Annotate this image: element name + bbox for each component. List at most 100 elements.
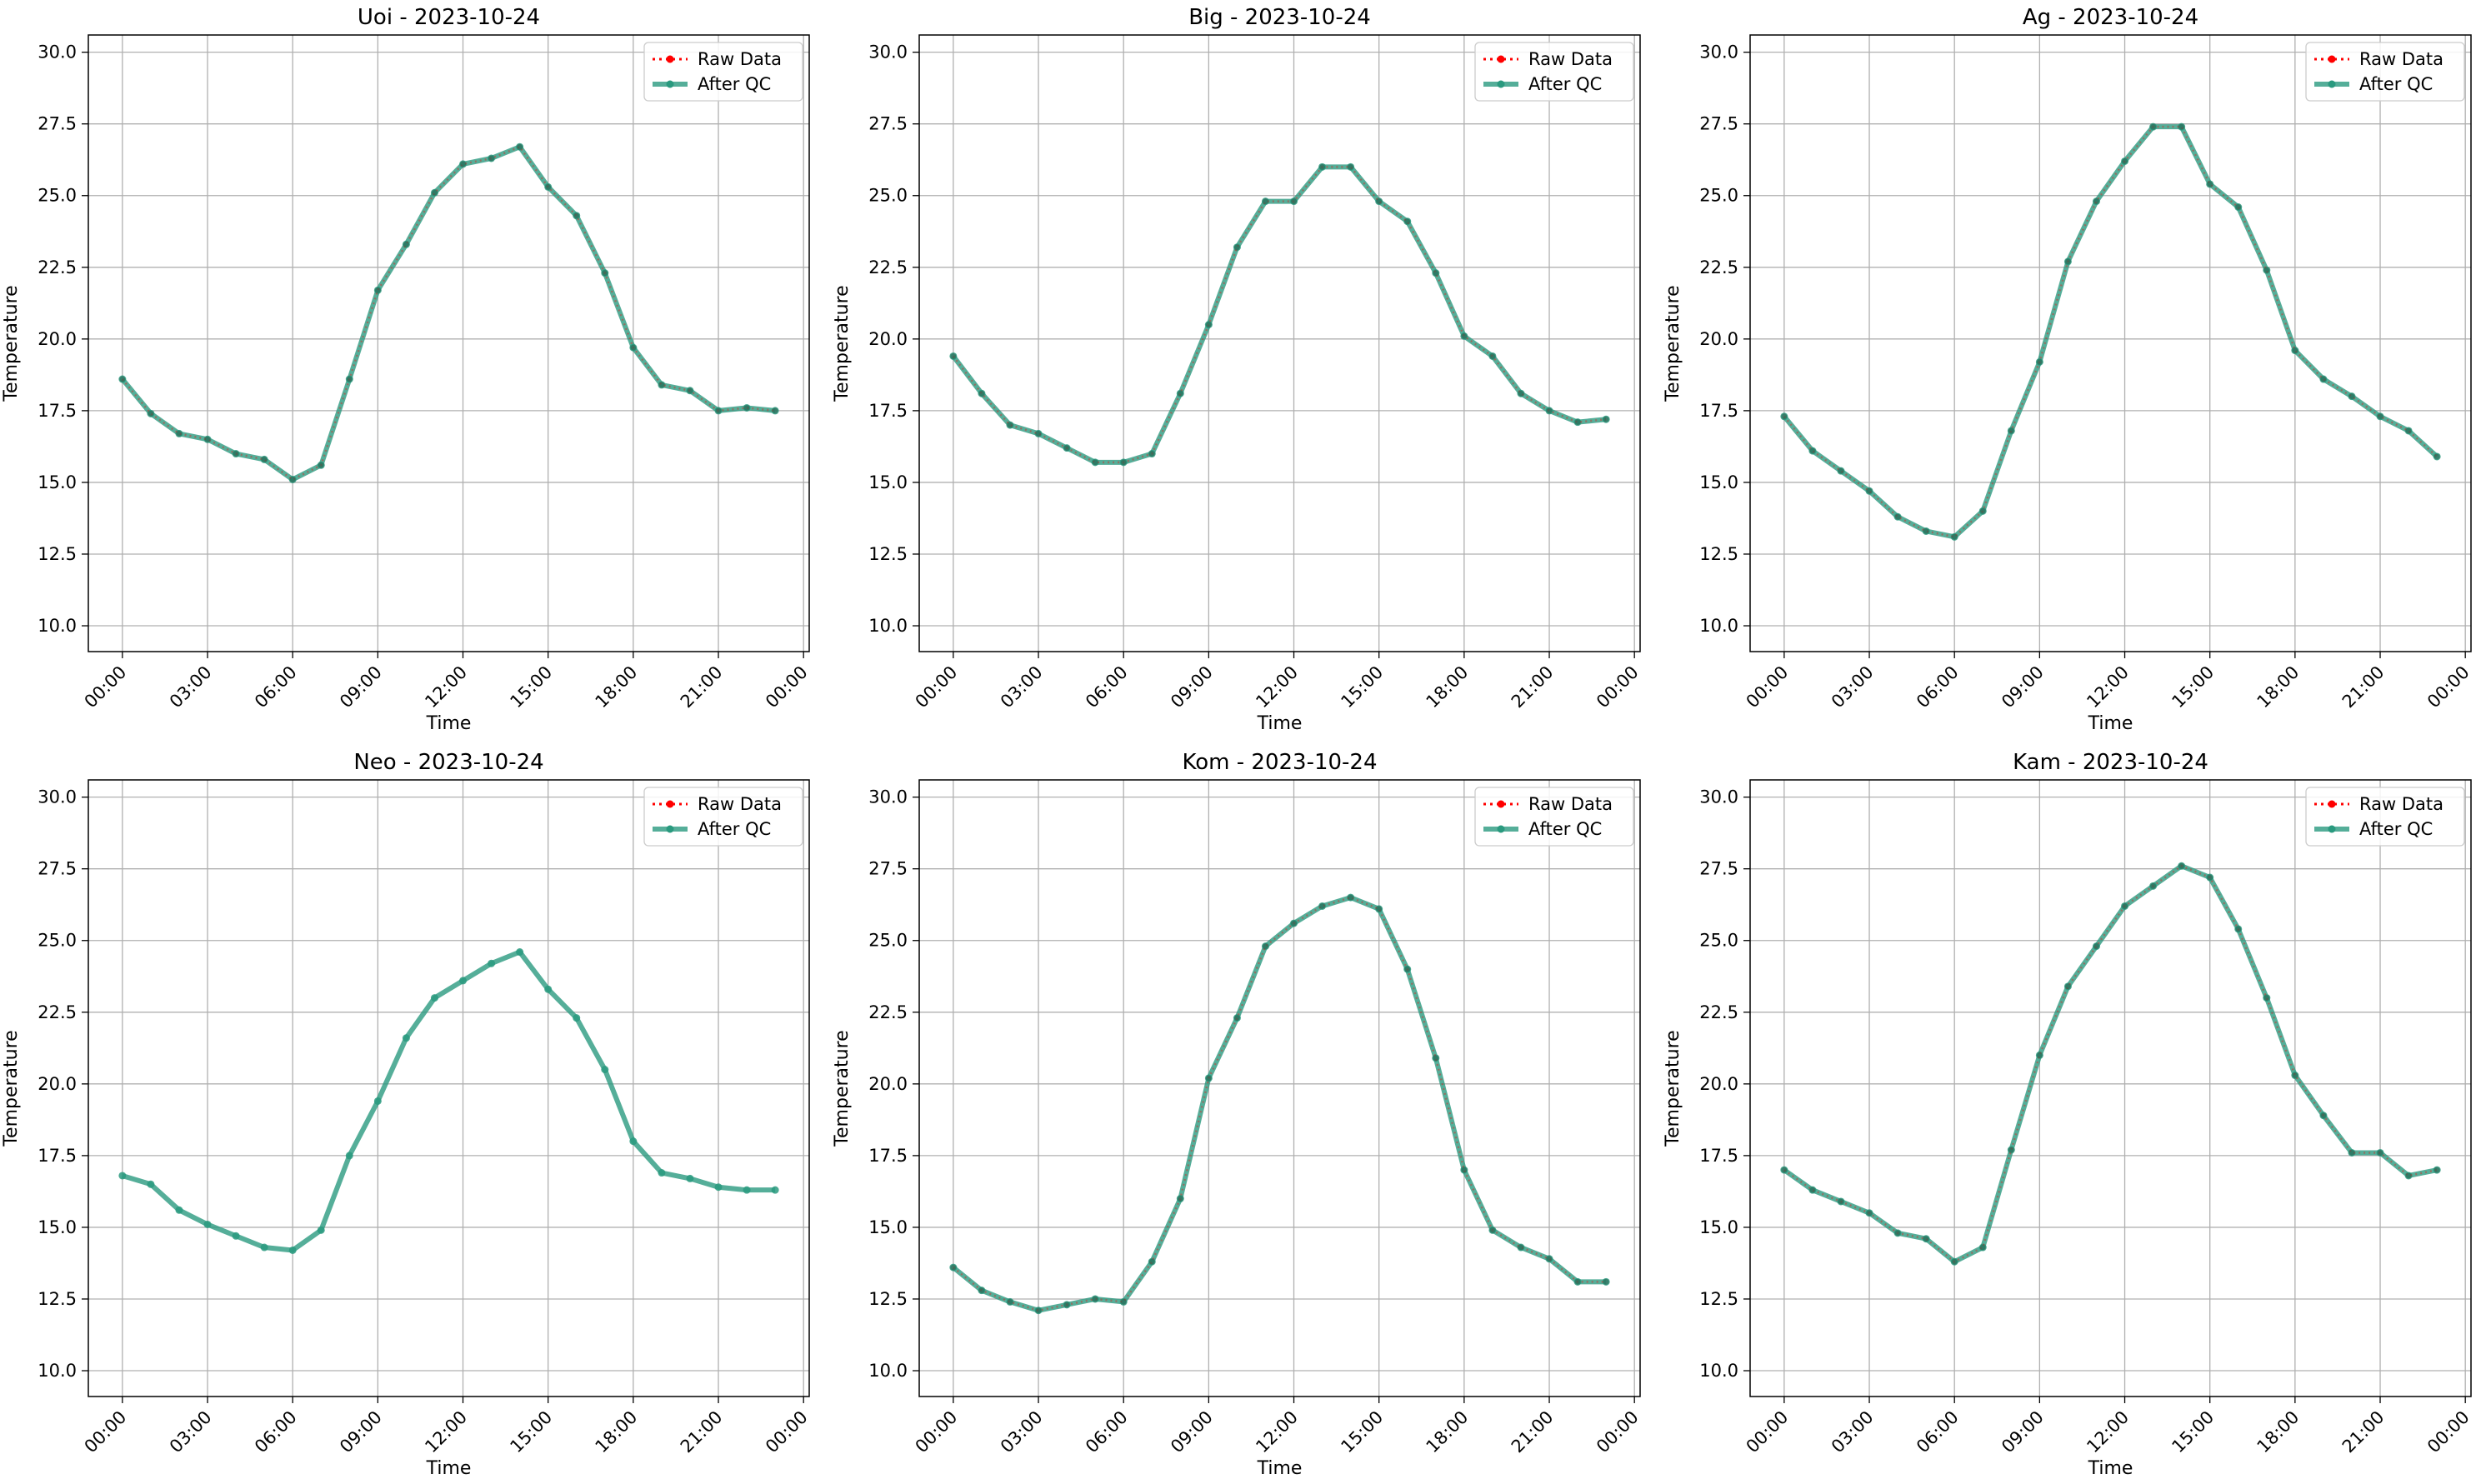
raw-data-marker — [1063, 1302, 1070, 1308]
x-tick-label: 12:00 — [1252, 662, 1302, 712]
after-qc-marker — [488, 959, 496, 967]
x-tick-label: 15:00 — [2168, 662, 2218, 712]
after-qc-marker — [573, 1014, 581, 1022]
y-axis-label: Temperature — [1663, 1030, 1683, 1147]
raw-data-marker — [1809, 447, 1816, 454]
raw-data-marker — [1894, 1230, 1901, 1237]
raw-data-line — [953, 896, 1607, 1312]
y-tick-label: 10.0 — [38, 616, 77, 636]
raw-data-marker — [1433, 1055, 1439, 1062]
x-tick-label: 03:00 — [997, 1407, 1047, 1457]
y-tick-label: 25.0 — [868, 186, 908, 206]
after-qc-marker — [203, 1220, 212, 1228]
after-qc-marker — [771, 1186, 779, 1194]
raw-data-marker — [1603, 1278, 1609, 1285]
x-tick-label: 06:00 — [251, 1407, 301, 1457]
legend-qc-label: After QC — [2359, 819, 2433, 839]
y-tick-label: 15.0 — [38, 472, 77, 492]
raw-data-marker — [658, 382, 665, 388]
y-axis-label: Temperature — [1, 1030, 22, 1147]
after-qc-line — [120, 144, 776, 482]
y-tick-label: 22.5 — [1699, 257, 1738, 277]
raw-data-marker — [1291, 920, 1298, 927]
raw-data-marker — [1433, 270, 1439, 277]
raw-data-marker — [1979, 1244, 1986, 1251]
raw-data-marker — [1866, 487, 1873, 494]
y-tick-label: 15.0 — [1699, 472, 1738, 492]
y-tick-label: 27.5 — [38, 859, 77, 879]
x-tick-label: 09:00 — [336, 662, 386, 712]
raw-data-marker — [1979, 507, 1986, 514]
raw-data-marker — [2178, 862, 2185, 869]
y-tick-label: 10.0 — [1699, 616, 1738, 636]
x-tick-label: 18:00 — [592, 662, 642, 712]
y-tick-label: 17.5 — [868, 401, 908, 421]
x-tick-label: 09:00 — [1167, 1407, 1217, 1457]
x-tick-label: 15:00 — [506, 1407, 556, 1457]
after-qc-marker — [402, 1034, 410, 1042]
raw-data-marker — [1348, 894, 1354, 901]
axes-frame — [1749, 34, 2472, 652]
raw-data-marker — [2235, 204, 2242, 211]
x-tick-label: 12:00 — [2083, 662, 2133, 712]
raw-data-marker — [602, 270, 608, 277]
raw-data-marker — [1376, 198, 1383, 205]
x-tick-label: 03:00 — [166, 662, 216, 712]
y-tick-label: 10.0 — [38, 1361, 77, 1381]
y-tick-label: 10.0 — [868, 1361, 908, 1381]
x-tick-label: 00:00 — [1743, 1407, 1793, 1457]
x-tick-label: 21:00 — [1508, 662, 1558, 712]
x-axis-label: Time — [426, 1458, 472, 1479]
raw-data-marker — [1092, 459, 1098, 466]
legend-raw-label: Raw Data — [1528, 49, 1613, 69]
legend-raw-marker — [666, 800, 674, 808]
raw-data-marker — [1262, 943, 1268, 950]
y-tick-label: 15.0 — [38, 1217, 77, 1237]
raw-data-marker — [1063, 445, 1070, 452]
raw-data-marker — [1461, 1167, 1468, 1173]
x-tick-label: 03:00 — [166, 1407, 216, 1457]
x-tick-label: 03:00 — [1828, 1407, 1878, 1457]
raw-data-marker — [1546, 1256, 1553, 1262]
after-qc-line — [1783, 863, 2438, 1265]
after-qc-marker — [373, 1097, 382, 1105]
y-tick-label: 17.5 — [1699, 401, 1738, 421]
axes-frame — [88, 34, 810, 652]
x-tick-label: 00:00 — [912, 1407, 962, 1457]
legend-qc-label: After QC — [1528, 74, 1602, 94]
raw-data-marker — [2093, 943, 2099, 950]
raw-data-marker — [2150, 882, 2157, 889]
raw-data-marker — [1923, 527, 1929, 534]
chart-title: Uoi - 2023-10-24 — [358, 5, 540, 30]
chart-title: Neo - 2023-10-24 — [353, 750, 543, 775]
raw-data-marker — [1546, 407, 1553, 414]
x-tick-label: 06:00 — [1913, 1407, 1963, 1457]
raw-data-marker — [1007, 1298, 1013, 1305]
raw-data-marker — [119, 376, 126, 382]
raw-data-marker — [2036, 1052, 2043, 1058]
y-tick-label: 30.0 — [1699, 42, 1738, 62]
x-tick-label: 00:00 — [2423, 1407, 2473, 1457]
chart-title: Big - 2023-10-24 — [1188, 5, 1371, 30]
x-tick-label: 00:00 — [762, 1407, 812, 1457]
x-tick-label: 18:00 — [1423, 662, 1473, 712]
after-qc-marker — [288, 1246, 297, 1254]
y-tick-label: 25.0 — [1699, 186, 1738, 206]
after-qc-marker — [658, 1169, 666, 1177]
raw-data-marker — [1894, 513, 1901, 520]
raw-data-marker — [1781, 1167, 1788, 1173]
after-qc-marker — [686, 1174, 694, 1182]
raw-data-marker — [2377, 413, 2383, 420]
y-tick-label: 12.5 — [868, 1289, 908, 1309]
raw-data-marker — [2433, 1167, 2440, 1173]
raw-data-marker — [1489, 1227, 1496, 1233]
raw-data-marker — [1489, 352, 1496, 359]
raw-data-marker — [2178, 123, 2185, 130]
legend-raw-marker — [1497, 55, 1505, 63]
y-tick-label: 17.5 — [38, 1146, 77, 1166]
raw-data-marker — [1574, 419, 1581, 426]
raw-data-marker — [2207, 181, 2213, 187]
x-tick-label: 00:00 — [912, 662, 962, 712]
after-qc-marker — [516, 948, 524, 957]
raw-data-marker — [1603, 416, 1609, 422]
